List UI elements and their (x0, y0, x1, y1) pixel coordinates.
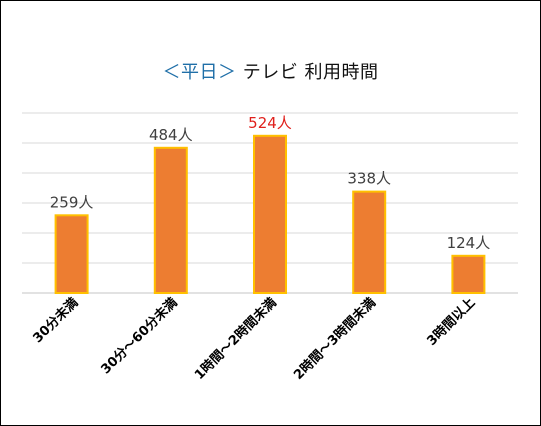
bar (451, 254, 486, 295)
chart-title-bracket: ＜平日＞ (162, 62, 237, 83)
category-tick-label: 30分未満 (30, 295, 82, 347)
category-tick-label: 1時間～2時間未満 (191, 295, 279, 383)
category-tick-label: 3時間以上 (424, 295, 478, 349)
data-label: 259人 (50, 193, 94, 211)
category-tick-label: 2時間～3時間未満 (291, 295, 379, 383)
data-label: 524人 (248, 114, 292, 132)
bar (253, 134, 287, 294)
data-label: 124人 (447, 234, 491, 252)
chart-title: ＜平日＞ テレビ 利用時間 (0, 58, 541, 84)
chart-title-main: テレビ 利用時間 (242, 62, 379, 83)
bar (153, 146, 188, 294)
data-label: 484人 (149, 126, 193, 144)
category-tick-label: 30分～60分未満 (98, 295, 181, 378)
bar (54, 214, 89, 294)
bar (352, 190, 387, 295)
data-label: 338人 (347, 170, 391, 188)
